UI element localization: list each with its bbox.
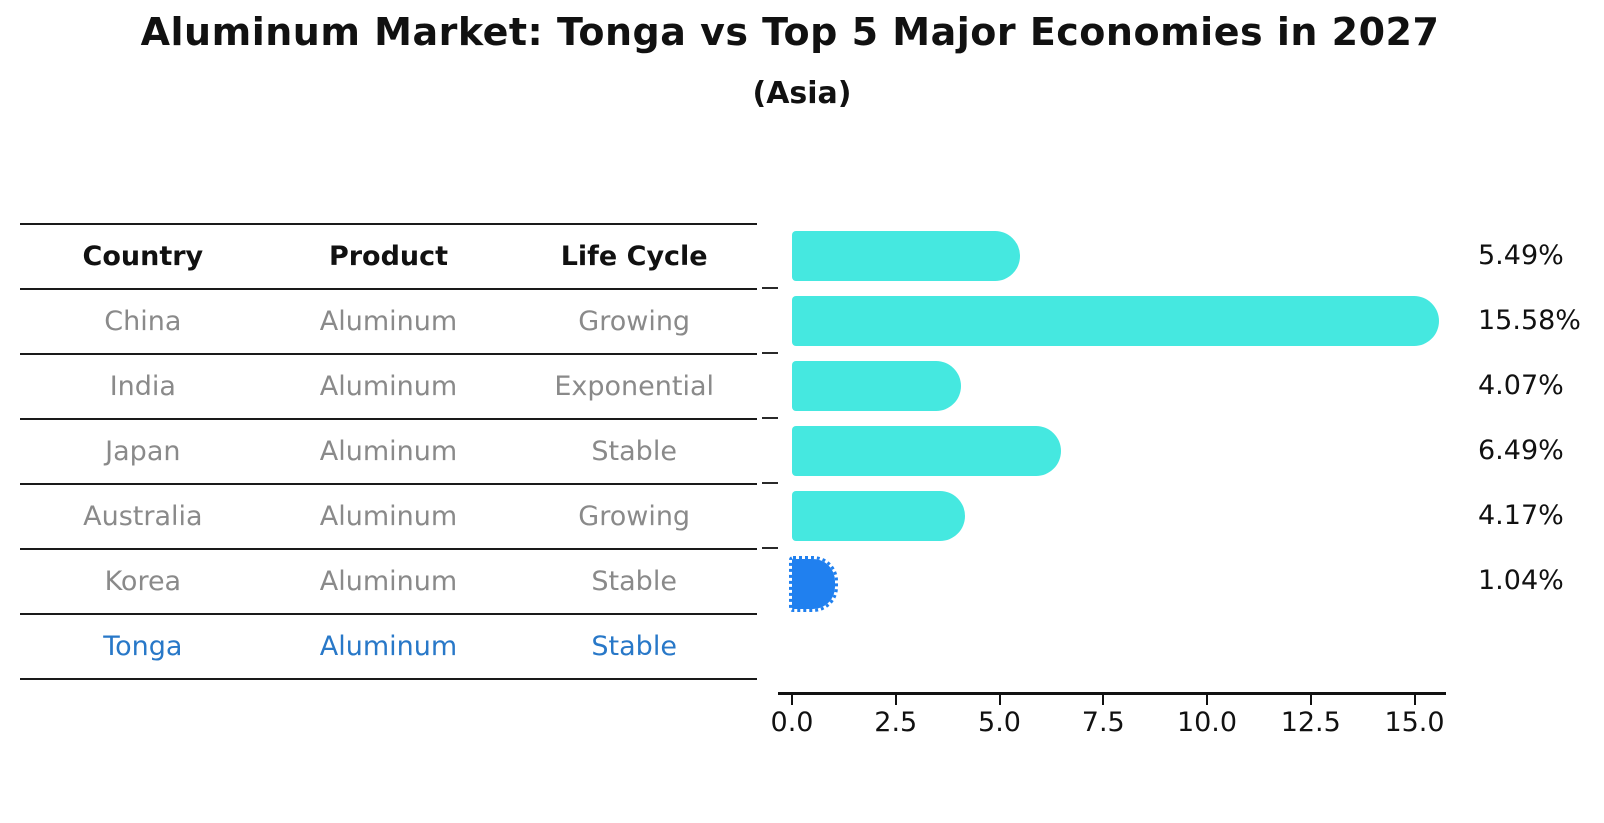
table-cell-life-cycle: Exponential bbox=[554, 371, 715, 402]
table-header-product: Product bbox=[328, 241, 449, 272]
table-cell-life-cycle: Stable bbox=[591, 566, 677, 597]
bar-china bbox=[792, 230, 1020, 281]
value-label-china: 5.49% bbox=[1478, 240, 1564, 271]
y-axis-tick bbox=[762, 352, 778, 354]
x-axis-tick-label: 10.0 bbox=[1176, 707, 1238, 738]
x-axis-tick bbox=[1102, 695, 1105, 705]
y-axis-tick bbox=[762, 482, 778, 484]
table-cell-product: Aluminum bbox=[319, 371, 458, 402]
bar-chart: 5.49% 15.58% 4.07% 6.49% 4.17% 1.04% 0.0 2.5 5.0… bbox=[0, 223, 1604, 823]
table-row: Japan Aluminum Stable bbox=[20, 420, 757, 485]
table-row: Australia Aluminum Growing bbox=[20, 485, 757, 550]
value-label-tonga: 1.04% bbox=[1478, 565, 1564, 596]
bar-india bbox=[792, 295, 1439, 346]
table-row: India Aluminum Exponential bbox=[20, 355, 757, 420]
x-axis-tick-label: 12.5 bbox=[1280, 707, 1341, 738]
x-axis-tick bbox=[791, 695, 793, 705]
x-axis-tick-label: 5.0 bbox=[978, 707, 1021, 738]
x-axis-tick bbox=[1413, 695, 1416, 705]
table-cell-life-cycle: Growing bbox=[578, 501, 691, 532]
bar-australia bbox=[792, 425, 1062, 476]
x-axis-tick-label: 2.5 bbox=[874, 707, 918, 738]
y-axis-tick bbox=[762, 287, 778, 289]
table-header-life-cycle: Life Cycle bbox=[560, 241, 708, 272]
bar-japan bbox=[792, 360, 961, 411]
y-axis-tick bbox=[762, 417, 778, 419]
x-axis-tick bbox=[894, 695, 897, 705]
table-cell-life-cycle: Growing bbox=[578, 306, 691, 337]
value-label-korea: 4.17% bbox=[1478, 500, 1564, 531]
x-axis-tick-label: 15.0 bbox=[1384, 707, 1445, 738]
table-cell-product: Aluminum bbox=[319, 631, 458, 662]
country-table: Country Product Life Cycle China Aluminum… bbox=[20, 223, 757, 680]
x-axis-line bbox=[778, 692, 1446, 695]
table-header-row: Country Product Life Cycle bbox=[20, 225, 757, 290]
x-axis-tick bbox=[998, 695, 1001, 705]
table-cell-product: Aluminum bbox=[319, 436, 458, 467]
x-axis-tick-label: 7.5 bbox=[1081, 707, 1125, 738]
table-cell-country: Australia bbox=[83, 501, 203, 532]
bar-korea bbox=[792, 490, 966, 541]
table-cell-product: Aluminum bbox=[319, 501, 458, 532]
y-axis-tick bbox=[762, 547, 778, 549]
bar-tonga bbox=[789, 555, 839, 612]
chart-subtitle: (Asia) bbox=[752, 76, 852, 111]
table-cell-country: India bbox=[109, 371, 176, 402]
table-cell-product: Aluminum bbox=[319, 566, 458, 597]
table-cell-country: Japan bbox=[105, 436, 181, 467]
value-label-japan: 4.07% bbox=[1478, 370, 1564, 401]
x-axis-tick-label: 0.0 bbox=[770, 707, 814, 738]
value-label-australia: 6.49% bbox=[1478, 435, 1564, 466]
table-cell-life-cycle: Stable bbox=[591, 631, 677, 662]
table-cell-life-cycle: Stable bbox=[591, 436, 677, 467]
table-row: Tonga Aluminum Stable bbox=[20, 615, 757, 680]
table-header-country: Country bbox=[82, 241, 204, 272]
x-axis-tick bbox=[1206, 695, 1208, 705]
x-axis-tick bbox=[1309, 695, 1312, 705]
value-label-india: 15.58% bbox=[1478, 305, 1581, 336]
table-cell-country: China bbox=[104, 306, 182, 337]
table-row: Korea Aluminum Stable bbox=[20, 550, 757, 615]
chart-title: Aluminum Market: Tonga vs Top 5 Major Ec… bbox=[140, 10, 1440, 54]
table-cell-country: Tonga bbox=[103, 631, 183, 662]
table-cell-product: Aluminum bbox=[319, 306, 458, 337]
table-cell-country: Korea bbox=[104, 566, 182, 597]
table-row: China Aluminum Growing bbox=[20, 290, 757, 355]
